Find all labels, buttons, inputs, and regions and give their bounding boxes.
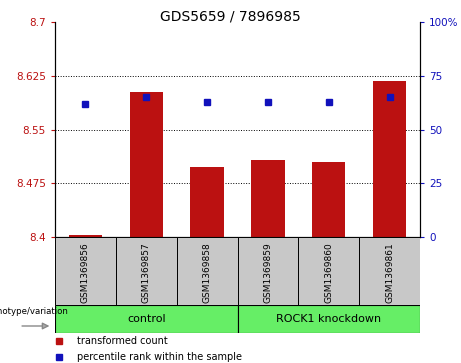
Bar <box>312 162 345 237</box>
Bar <box>237 237 298 305</box>
Bar <box>359 237 420 305</box>
Bar <box>373 81 406 237</box>
Bar <box>190 167 224 237</box>
Text: ROCK1 knockdown: ROCK1 knockdown <box>276 314 381 324</box>
Bar <box>69 235 102 237</box>
Bar <box>237 305 420 333</box>
Bar <box>177 237 237 305</box>
Text: GSM1369860: GSM1369860 <box>324 242 333 302</box>
Text: transformed count: transformed count <box>77 335 168 346</box>
Text: GSM1369859: GSM1369859 <box>263 242 272 302</box>
Bar <box>130 91 163 237</box>
Text: GDS5659 / 7896985: GDS5659 / 7896985 <box>160 9 301 23</box>
Text: GSM1369856: GSM1369856 <box>81 242 90 302</box>
Text: GSM1369858: GSM1369858 <box>202 242 212 302</box>
Text: genotype/variation: genotype/variation <box>0 307 68 317</box>
Text: control: control <box>127 314 165 324</box>
Bar <box>55 237 116 305</box>
Bar <box>116 237 177 305</box>
Text: GSM1369857: GSM1369857 <box>142 242 151 302</box>
Text: percentile rank within the sample: percentile rank within the sample <box>77 352 242 362</box>
Bar <box>251 160 284 237</box>
Text: GSM1369861: GSM1369861 <box>385 242 394 302</box>
Bar <box>55 305 237 333</box>
Bar <box>298 237 359 305</box>
